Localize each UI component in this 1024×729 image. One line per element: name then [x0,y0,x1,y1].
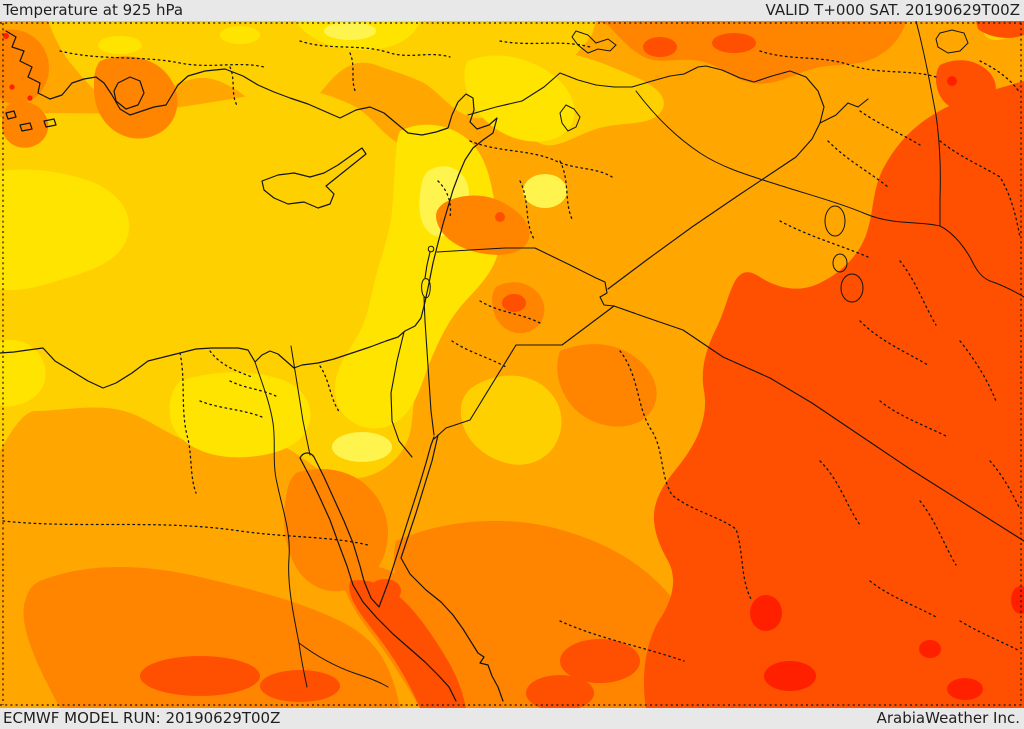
field-red-spots [3,33,1024,700]
gulf-of-suez-west-shore [299,457,457,702]
egypt-israel-border [390,331,413,458]
cyprus-island [261,147,367,209]
sabkhat-al-jabbul [559,104,581,132]
coastlines [0,30,504,702]
country-borders [390,65,1024,542]
syria-jordan-border [436,247,615,307]
aegean-island-3 [43,118,57,128]
nile-bend [298,642,389,688]
rivers [254,21,1024,688]
aegean-island-1 [5,110,17,120]
attribution-label: ArabiaWeather Inc. [876,709,1020,727]
field-red-orange [140,21,1024,708]
iraq-saudi-border [613,305,1024,542]
admin-borders [2,40,1021,662]
weather-map [0,21,1024,708]
footer-bar: ECMWF MODEL RUN: 20190629T00Z ArabiaWeat… [0,708,1024,729]
euphrates-river [635,90,1024,298]
rhodes-island [113,76,145,110]
lake-razzaza [840,273,864,303]
aegean-island-2 [19,122,33,132]
lake-tharthar [824,205,846,237]
lake-van [935,29,969,54]
lake-habbaniyah [832,253,848,273]
model-run-label: ECMWF MODEL RUN: 20190629T00Z [3,709,281,727]
graticule [0,22,1024,706]
syria-iraq-border [607,122,821,290]
valid-time-label: VALID T+000 SAT. 20190629T00Z [765,1,1020,19]
header-bar: Temperature at 925 hPa VALID T+000 SAT. … [0,0,1024,21]
temperature-field [0,21,1024,708]
jordan-saudi-border [433,305,615,440]
map-area [0,21,1024,708]
gulf-of-aqaba-east-shore [400,434,504,702]
mediterranean-coast [0,30,498,389]
ataturk-reservoir [571,30,617,54]
map-title: Temperature at 925 hPa [3,1,184,19]
jordan-valley-border [423,251,435,436]
turkey-syria-border [467,65,869,124]
nile-river [254,361,308,688]
sea-of-galilee [427,245,435,253]
suez-canal [290,345,311,456]
tigris-river [915,21,941,227]
sinai-coast [299,436,435,608]
